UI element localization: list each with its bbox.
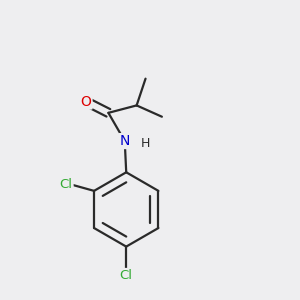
Text: H: H (140, 137, 150, 150)
Text: Cl: Cl (120, 269, 133, 282)
Text: O: O (81, 94, 92, 109)
Text: Cl: Cl (60, 178, 73, 191)
Text: N: N (119, 134, 130, 148)
